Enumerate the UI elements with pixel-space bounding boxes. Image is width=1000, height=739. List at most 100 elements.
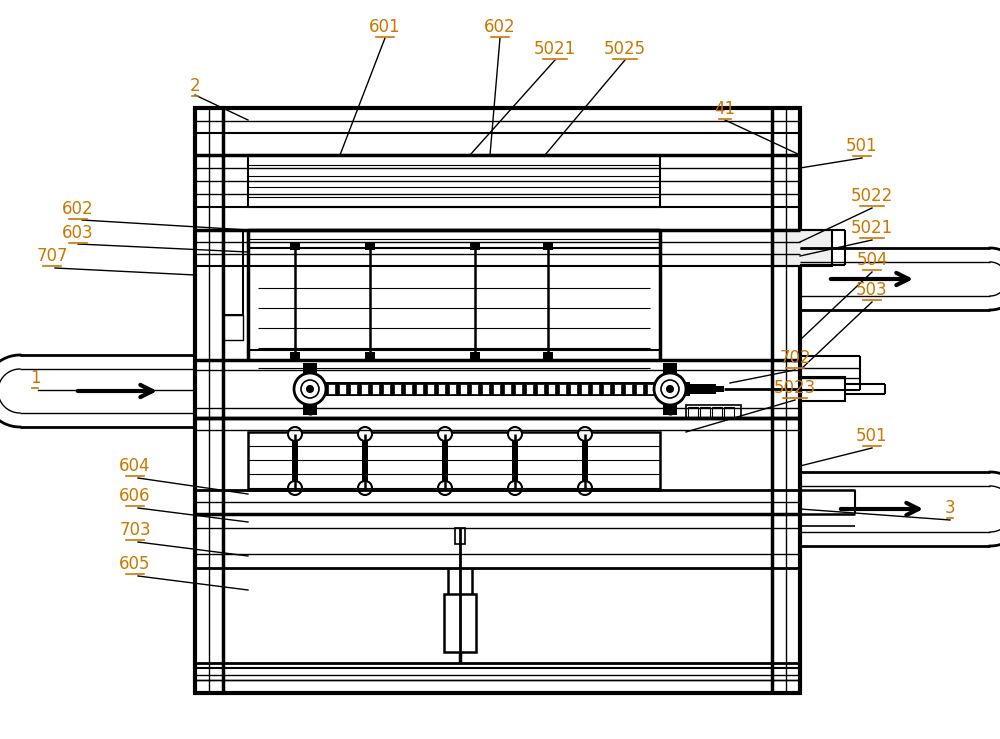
Bar bbox=[303, 363, 317, 373]
Text: 604: 604 bbox=[119, 457, 151, 475]
Bar bbox=[482, 384, 489, 394]
Text: 602: 602 bbox=[484, 18, 516, 36]
Bar bbox=[537, 384, 544, 394]
Bar bbox=[592, 384, 599, 394]
Bar bbox=[248, 350, 660, 360]
Bar bbox=[460, 384, 467, 394]
Bar bbox=[455, 528, 465, 544]
Bar bbox=[361, 384, 368, 394]
Bar bbox=[669, 384, 676, 394]
Circle shape bbox=[438, 427, 452, 441]
Text: 605: 605 bbox=[119, 555, 151, 573]
Circle shape bbox=[578, 427, 592, 441]
Bar bbox=[582, 441, 588, 482]
Bar bbox=[688, 407, 698, 417]
Bar bbox=[504, 384, 511, 394]
Bar bbox=[339, 384, 346, 394]
Circle shape bbox=[508, 427, 522, 441]
Text: 603: 603 bbox=[62, 224, 94, 242]
Text: 702: 702 bbox=[779, 349, 811, 367]
Bar bbox=[543, 352, 553, 360]
Bar bbox=[614, 384, 621, 394]
Bar bbox=[195, 108, 800, 693]
Circle shape bbox=[654, 373, 686, 405]
Text: 41: 41 bbox=[714, 100, 736, 118]
Bar bbox=[647, 384, 654, 394]
Circle shape bbox=[438, 481, 452, 495]
Bar bbox=[625, 384, 632, 394]
Bar bbox=[543, 242, 553, 250]
Circle shape bbox=[288, 481, 302, 495]
Bar bbox=[603, 384, 610, 394]
Bar bbox=[570, 384, 577, 394]
Bar bbox=[470, 352, 480, 360]
Bar bbox=[526, 384, 533, 394]
Text: 707: 707 bbox=[36, 247, 68, 265]
Circle shape bbox=[307, 386, 313, 392]
Bar bbox=[548, 384, 555, 394]
Bar bbox=[248, 432, 660, 490]
Bar bbox=[800, 377, 845, 401]
Bar bbox=[290, 242, 300, 250]
Bar bbox=[383, 384, 390, 394]
Text: 501: 501 bbox=[846, 137, 878, 155]
Bar bbox=[663, 405, 677, 415]
Text: 5021: 5021 bbox=[534, 40, 576, 58]
Circle shape bbox=[578, 481, 592, 495]
Bar bbox=[559, 384, 566, 394]
Circle shape bbox=[508, 481, 522, 495]
Text: 2: 2 bbox=[190, 77, 200, 95]
Bar bbox=[248, 230, 660, 248]
Bar bbox=[328, 384, 335, 394]
Text: 5023: 5023 bbox=[774, 379, 816, 397]
Bar bbox=[512, 441, 518, 482]
Bar bbox=[365, 242, 375, 250]
Bar bbox=[663, 363, 677, 373]
Bar bbox=[248, 155, 660, 207]
Text: 703: 703 bbox=[119, 521, 151, 539]
Bar bbox=[223, 230, 243, 315]
Bar bbox=[724, 407, 734, 417]
Bar bbox=[442, 441, 448, 482]
Circle shape bbox=[288, 427, 302, 441]
Bar bbox=[405, 384, 412, 394]
Bar bbox=[658, 384, 665, 394]
Text: 501: 501 bbox=[856, 427, 888, 445]
Bar bbox=[700, 407, 710, 417]
Bar bbox=[290, 352, 300, 360]
Bar bbox=[712, 407, 722, 417]
Bar bbox=[310, 382, 690, 396]
Bar bbox=[471, 384, 478, 394]
Circle shape bbox=[358, 481, 372, 495]
Text: 5022: 5022 bbox=[851, 187, 893, 205]
Bar bbox=[427, 384, 434, 394]
Bar bbox=[303, 405, 317, 415]
Circle shape bbox=[358, 427, 372, 441]
Circle shape bbox=[294, 373, 326, 405]
Text: 1: 1 bbox=[30, 369, 40, 387]
Text: 602: 602 bbox=[62, 200, 94, 218]
Bar bbox=[372, 384, 379, 394]
Bar bbox=[680, 384, 687, 394]
Text: 504: 504 bbox=[856, 251, 888, 269]
Bar bbox=[449, 384, 456, 394]
Bar bbox=[416, 384, 423, 394]
Text: 3: 3 bbox=[945, 499, 955, 517]
Bar bbox=[350, 384, 357, 394]
Bar bbox=[686, 405, 741, 419]
Text: 5025: 5025 bbox=[604, 40, 646, 58]
Circle shape bbox=[667, 386, 673, 392]
Bar bbox=[636, 384, 643, 394]
Bar bbox=[470, 242, 480, 250]
Bar bbox=[444, 594, 476, 652]
Bar bbox=[362, 441, 368, 482]
Bar bbox=[686, 384, 716, 394]
Text: 503: 503 bbox=[856, 281, 888, 299]
Bar bbox=[493, 384, 500, 394]
Bar bbox=[223, 315, 243, 340]
Bar bbox=[581, 384, 588, 394]
Bar bbox=[292, 441, 298, 482]
Bar bbox=[438, 384, 445, 394]
Bar bbox=[716, 386, 724, 392]
Circle shape bbox=[301, 380, 319, 398]
